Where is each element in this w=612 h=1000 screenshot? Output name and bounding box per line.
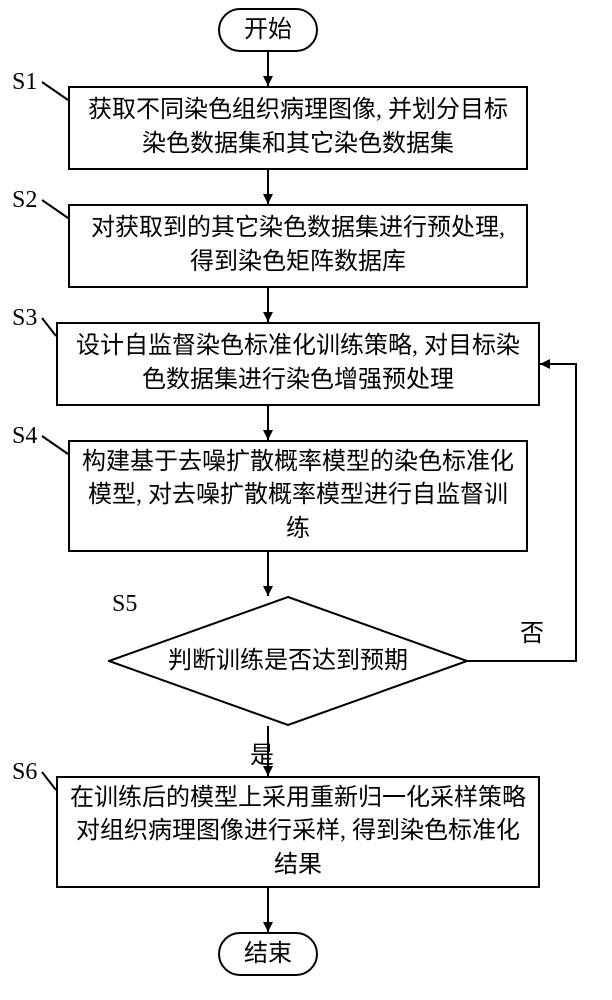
end-text: 结束 xyxy=(244,942,292,966)
step-s2-text: 对获取到的其它染色数据集进行预处理, 得到染色矩阵数据库 xyxy=(82,212,514,279)
edge-label-no-text: 否 xyxy=(520,621,544,647)
decision-text: 判断训练是否达到预期 xyxy=(168,645,408,677)
step-s1: 获取不同染色组织病理图像, 并划分目标染色数据集和其它染色数据集 xyxy=(68,86,528,170)
edge-label-yes: 是 xyxy=(250,744,274,768)
label-s4: S4 xyxy=(12,424,37,448)
label-s6-text: S6 xyxy=(12,759,37,785)
start-terminal: 开始 xyxy=(218,8,318,52)
start-text: 开始 xyxy=(244,18,292,42)
label-s5-text: S5 xyxy=(112,591,137,617)
decision-node: 判断训练是否达到预期 xyxy=(108,596,468,726)
step-s3-text: 设计自监督染色标准化训练策略, 对目标染色数据集进行染色增强预处理 xyxy=(70,330,526,397)
label-s3: S3 xyxy=(12,306,37,330)
label-s6: S6 xyxy=(12,760,37,784)
label-s1: S1 xyxy=(12,70,37,94)
label-s1-text: S1 xyxy=(12,69,37,95)
step-s4-text: 构建基于去噪扩散概率模型的染色标准化模型, 对去噪扩散概率模型进行自监督训练 xyxy=(82,446,514,547)
edge-label-yes-text: 是 xyxy=(250,743,274,769)
step-s4: 构建基于去噪扩散概率模型的染色标准化模型, 对去噪扩散概率模型进行自监督训练 xyxy=(68,440,528,552)
end-terminal: 结束 xyxy=(218,932,318,976)
edge-label-no: 否 xyxy=(520,622,544,646)
label-s5: S5 xyxy=(112,592,137,616)
flowchart-canvas: 开始 获取不同染色组织病理图像, 并划分目标染色数据集和其它染色数据集 对获取到… xyxy=(0,0,612,1000)
step-s1-text: 获取不同染色组织病理图像, 并划分目标染色数据集和其它染色数据集 xyxy=(82,94,514,161)
label-s4-text: S4 xyxy=(12,423,37,449)
label-s3-text: S3 xyxy=(12,305,37,331)
label-s2: S2 xyxy=(12,188,37,212)
label-s2-text: S2 xyxy=(12,187,37,213)
step-s6: 在训练后的模型上采用重新归一化采样策略对组织病理图像进行采样, 得到染色标准化结… xyxy=(56,776,540,888)
step-s6-text: 在训练后的模型上采用重新归一化采样策略对组织病理图像进行采样, 得到染色标准化结… xyxy=(70,782,526,883)
step-s3: 设计自监督染色标准化训练策略, 对目标染色数据集进行染色增强预处理 xyxy=(56,322,540,406)
step-s2: 对获取到的其它染色数据集进行预处理, 得到染色矩阵数据库 xyxy=(68,204,528,288)
